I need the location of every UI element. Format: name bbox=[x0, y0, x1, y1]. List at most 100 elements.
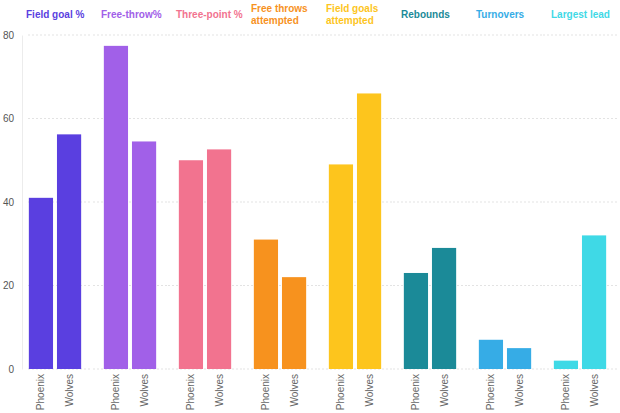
category-label: Wolves bbox=[214, 374, 225, 407]
grid-line bbox=[468, 118, 542, 119]
bar bbox=[479, 340, 503, 369]
x-axis: Phoenix Wolves bbox=[254, 369, 308, 410]
x-axis: Phoenix Wolves bbox=[404, 369, 458, 410]
axis-line bbox=[22, 36, 23, 370]
tick: Phoenix bbox=[335, 369, 346, 410]
tick: Phoenix bbox=[35, 369, 46, 410]
bars bbox=[254, 240, 306, 369]
tick: Wolves bbox=[289, 369, 300, 407]
category-label: Phoenix bbox=[260, 374, 271, 410]
grid-line bbox=[318, 35, 392, 36]
title: Rebounds bbox=[401, 9, 450, 20]
bar bbox=[432, 248, 456, 369]
grid bbox=[318, 35, 392, 369]
grid bbox=[393, 35, 467, 369]
axis-line bbox=[329, 369, 383, 370]
category-label: Wolves bbox=[439, 374, 450, 407]
grid-line bbox=[543, 35, 617, 36]
bar bbox=[582, 235, 606, 369]
bars bbox=[329, 93, 381, 369]
tick: Phoenix bbox=[185, 369, 196, 410]
grid bbox=[168, 35, 242, 369]
panel: PhoenixWolvesLargest lead bbox=[543, 9, 617, 410]
category-label: Phoenix bbox=[485, 374, 496, 410]
grid bbox=[543, 35, 617, 369]
tick: Wolves bbox=[439, 369, 450, 407]
tick-label: 80 bbox=[3, 30, 15, 41]
bar bbox=[554, 361, 578, 369]
bars bbox=[104, 46, 156, 369]
grid bbox=[468, 35, 542, 369]
grid-line bbox=[168, 35, 242, 36]
tick: Phoenix bbox=[260, 369, 271, 410]
bar bbox=[104, 46, 128, 369]
tick: 40 bbox=[3, 197, 22, 208]
tick: Wolves bbox=[364, 369, 375, 407]
bar bbox=[404, 273, 428, 369]
category-label: Wolves bbox=[589, 374, 600, 407]
axis-line bbox=[104, 369, 158, 370]
tick: 60 bbox=[3, 113, 22, 124]
bars bbox=[179, 149, 231, 369]
tick: Phoenix bbox=[110, 369, 121, 410]
grid-line bbox=[243, 35, 317, 36]
axis-line bbox=[479, 369, 533, 370]
chart: 020406080PhoenixWolvesField goal %Phoeni… bbox=[0, 0, 620, 413]
x-axis: Phoenix Wolves bbox=[179, 369, 233, 410]
category-label: Wolves bbox=[139, 374, 150, 407]
bar bbox=[29, 198, 53, 369]
x-axis: Phoenix Wolves bbox=[104, 369, 158, 410]
bar bbox=[507, 348, 531, 369]
tick-label: 0 bbox=[8, 364, 14, 375]
grid-line bbox=[468, 202, 542, 203]
grid-line bbox=[543, 202, 617, 203]
bar bbox=[57, 134, 81, 369]
title: Field goals attempted bbox=[326, 3, 381, 26]
category-label: Phoenix bbox=[185, 374, 196, 410]
tick: Phoenix bbox=[560, 369, 571, 410]
grid-line bbox=[243, 202, 317, 203]
x-axis: Phoenix Wolves bbox=[329, 369, 383, 410]
grid-line bbox=[393, 35, 467, 36]
title: Free-throw% bbox=[101, 9, 162, 20]
tick: Wolves bbox=[514, 369, 525, 407]
axis-line bbox=[254, 369, 308, 370]
tick: 0 bbox=[8, 364, 22, 375]
grid bbox=[243, 35, 317, 369]
panel: Phoenix Wolves Free throws attempted bbox=[243, 3, 317, 410]
grid-line bbox=[168, 118, 242, 119]
category-label: Wolves bbox=[364, 374, 375, 407]
panel: PhoenixWolvesTurnovers bbox=[468, 9, 542, 410]
panel: 020406080PhoenixWolvesField goal % bbox=[3, 9, 92, 410]
bar bbox=[132, 141, 156, 369]
tick: Phoenix bbox=[485, 369, 496, 410]
category-label: Wolves bbox=[64, 374, 75, 407]
tick: Phoenix bbox=[410, 369, 421, 410]
grid-line bbox=[468, 285, 542, 286]
category-label: Phoenix bbox=[335, 374, 346, 410]
tick: 80 bbox=[3, 30, 22, 41]
axis-line bbox=[179, 369, 233, 370]
panel: Phoenix Wolves Free-throw% bbox=[93, 9, 167, 410]
grid-line bbox=[393, 202, 467, 203]
grid bbox=[93, 35, 167, 369]
tick-label: 20 bbox=[3, 280, 15, 291]
x-axis: Phoenix Wolves bbox=[554, 369, 608, 410]
axis-line bbox=[554, 369, 608, 370]
bar bbox=[282, 277, 306, 369]
grid-line bbox=[243, 118, 317, 119]
axis-line bbox=[404, 369, 458, 370]
grid-line bbox=[468, 35, 542, 36]
category-label: Phoenix bbox=[110, 374, 121, 410]
y-axis: 0 20 40 60 80 bbox=[3, 30, 23, 375]
grid-line bbox=[93, 35, 167, 36]
grid-line bbox=[393, 118, 467, 119]
tick: Wolves bbox=[589, 369, 600, 407]
title: Free throws attempted bbox=[251, 3, 310, 26]
bar bbox=[254, 240, 278, 369]
bar bbox=[357, 93, 381, 369]
title: Three-point % bbox=[176, 9, 243, 20]
bar bbox=[329, 164, 353, 369]
bars bbox=[404, 248, 456, 369]
tick-label: 40 bbox=[3, 197, 15, 208]
